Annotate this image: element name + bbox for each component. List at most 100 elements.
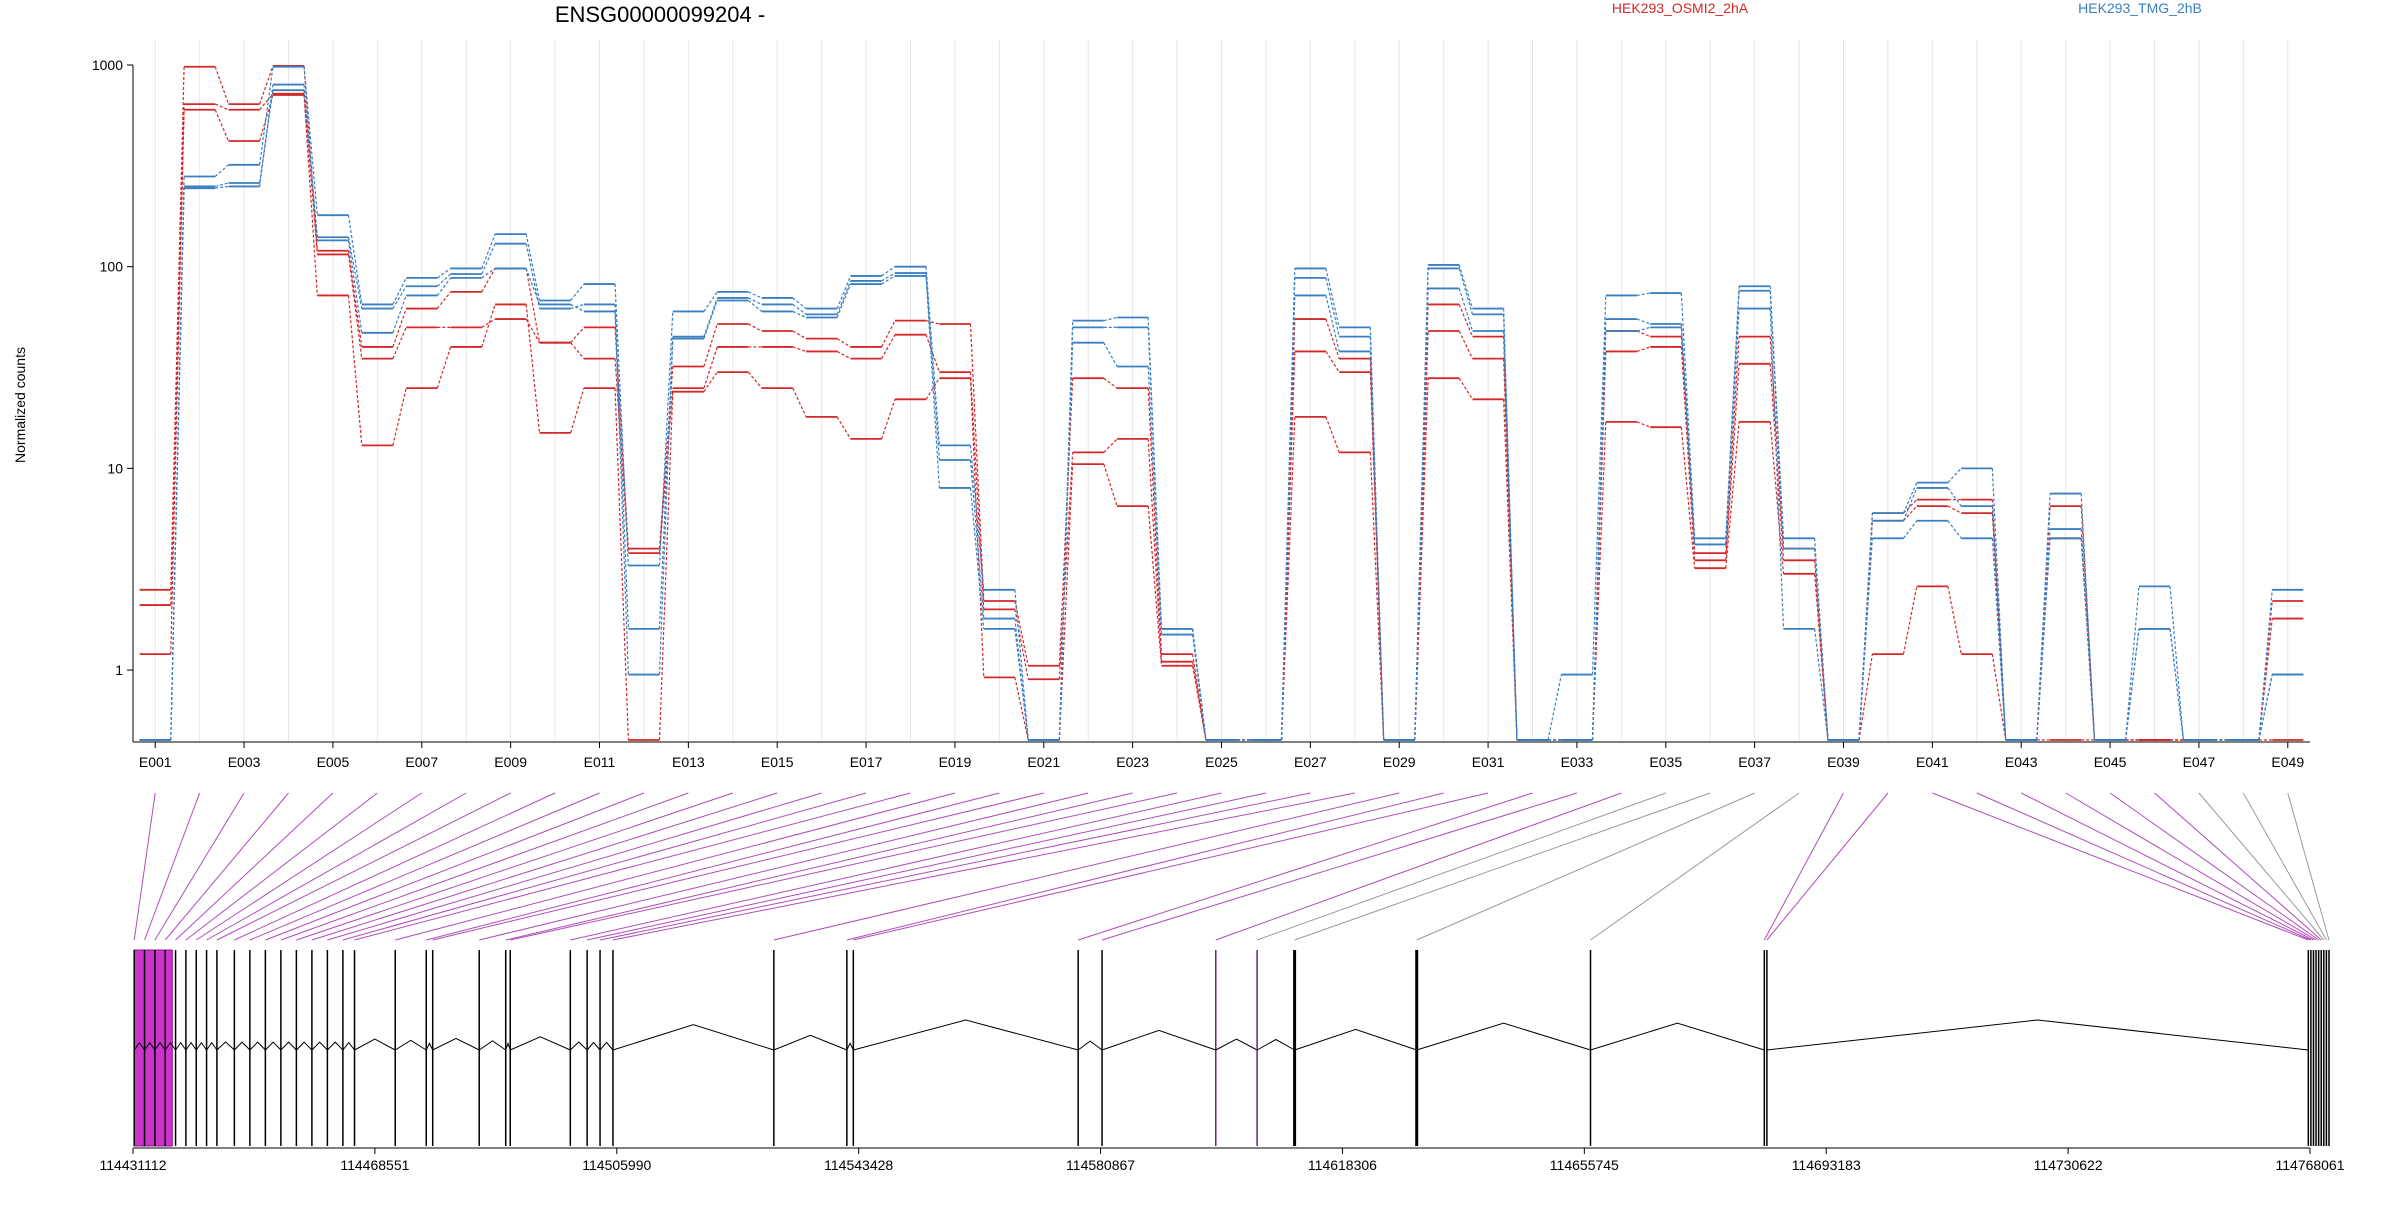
intron-line xyxy=(175,1041,187,1051)
exon-connector xyxy=(133,792,156,941)
data-connector xyxy=(614,284,629,566)
exon-connector xyxy=(1766,792,1889,941)
data-connector xyxy=(1192,665,1207,741)
data-connector xyxy=(658,388,674,554)
data-connector xyxy=(170,66,185,590)
x-tick-label: E013 xyxy=(672,754,705,770)
data-connector xyxy=(1902,487,1918,521)
data-connector xyxy=(836,338,851,348)
intron-line xyxy=(249,1041,266,1051)
exon-connector xyxy=(327,792,822,941)
data-connector xyxy=(215,182,229,188)
data-connector xyxy=(748,297,762,305)
x-tick-label: E041 xyxy=(1916,754,1949,770)
data-connector xyxy=(658,391,674,741)
intron-line xyxy=(846,1042,854,1051)
data-connector xyxy=(570,387,585,434)
data-connector xyxy=(214,109,230,142)
intron-line xyxy=(144,1041,156,1051)
data-connector xyxy=(925,377,940,400)
data-connector xyxy=(1814,573,1829,741)
data-connector xyxy=(703,297,718,337)
exon-connector xyxy=(144,792,201,941)
data-connector xyxy=(2258,589,2273,741)
data-connector xyxy=(1858,538,1873,741)
data-connector xyxy=(1680,293,1696,539)
data-connector xyxy=(836,280,852,315)
data-connector xyxy=(969,372,985,610)
data-connector xyxy=(703,346,718,389)
exon-connector xyxy=(234,792,556,941)
data-connector xyxy=(481,267,496,279)
data-connector xyxy=(170,109,185,655)
data-connector xyxy=(881,320,896,348)
data-connector xyxy=(1947,487,1962,507)
data-connector xyxy=(1680,427,1696,569)
data-connector xyxy=(1280,416,1296,741)
data-connector xyxy=(1458,377,1474,400)
exon-connector xyxy=(354,792,911,941)
data-connector xyxy=(347,295,363,446)
intron-line xyxy=(206,1041,218,1051)
exon-connector xyxy=(280,792,689,941)
data-connector xyxy=(1991,653,2007,741)
data-connector xyxy=(303,84,318,241)
intron-line xyxy=(265,1041,282,1051)
data-connector xyxy=(2125,586,2140,741)
x-tick-label: E021 xyxy=(1027,754,1060,770)
data-connector xyxy=(1591,421,1607,741)
data-connector xyxy=(392,308,407,348)
exon-connector xyxy=(395,792,956,941)
data-connector xyxy=(614,304,629,629)
exon-connector xyxy=(175,792,334,941)
exon-connector xyxy=(426,792,1000,941)
data-connector xyxy=(347,250,363,348)
data-connector xyxy=(1458,264,1474,309)
data-connector xyxy=(2169,586,2184,741)
data-connector xyxy=(703,371,718,393)
data-connector xyxy=(1325,416,1340,453)
y-axis-label: Normalized counts xyxy=(12,347,28,463)
data-connector xyxy=(1769,308,1785,629)
exon-connector xyxy=(2198,792,2325,941)
data-connector xyxy=(836,275,852,309)
data-connector xyxy=(969,445,985,590)
gene-model: 114431112 114468551 114505990 114543428 1145… xyxy=(100,949,2345,1173)
data-connector xyxy=(436,291,452,309)
intron-line xyxy=(425,1042,434,1051)
data-connector xyxy=(1769,421,1785,574)
data-connector xyxy=(1902,482,1918,514)
exon-connector xyxy=(1078,792,1533,941)
data-connector xyxy=(1858,513,1873,741)
data-connector xyxy=(1902,586,1918,655)
data-connector xyxy=(836,350,851,360)
data-connector xyxy=(2258,674,2273,741)
data-connector xyxy=(525,268,541,343)
data-connector xyxy=(881,275,896,285)
data-connector xyxy=(969,459,985,619)
data-connector xyxy=(2258,600,2273,741)
data-connector xyxy=(1769,290,1785,549)
x-tick-label: E033 xyxy=(1561,754,1594,770)
x-tick-label: E005 xyxy=(317,754,350,770)
x-tick-label: E029 xyxy=(1383,754,1416,770)
data-connector xyxy=(214,66,230,105)
data-connector xyxy=(481,243,496,275)
intron-line xyxy=(133,1041,145,1051)
data-connector xyxy=(1058,378,1074,666)
data-connector xyxy=(259,84,274,187)
intron-line xyxy=(612,1024,774,1051)
exon-connector xyxy=(479,792,1089,941)
data-connector xyxy=(392,327,407,359)
data-connector xyxy=(1991,538,2007,741)
data-connector xyxy=(1103,463,1118,507)
intron-line xyxy=(599,1041,614,1051)
data-connector xyxy=(481,318,496,328)
data-connector xyxy=(1147,388,1163,655)
intron-line xyxy=(394,1039,427,1051)
exon-connector xyxy=(2065,792,2317,941)
data-connector xyxy=(1458,288,1474,332)
exon-connector xyxy=(510,792,1178,941)
x-tick-label: E039 xyxy=(1827,754,1860,770)
